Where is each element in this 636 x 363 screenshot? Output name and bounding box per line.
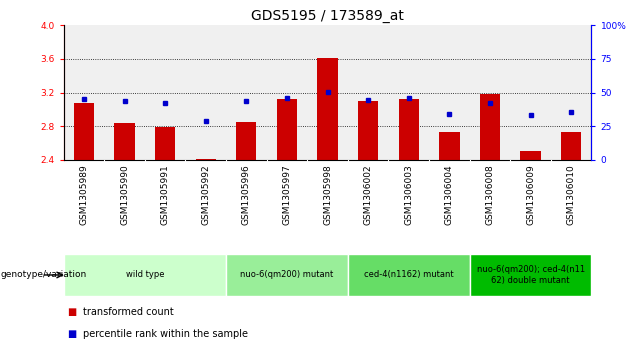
Text: GSM1306003: GSM1306003 [404, 164, 413, 225]
Text: ced-4(n1162) mutant: ced-4(n1162) mutant [364, 270, 453, 280]
Text: GSM1305990: GSM1305990 [120, 164, 129, 225]
Text: ■: ■ [67, 329, 76, 339]
Text: wild type: wild type [125, 270, 164, 280]
Bar [74, 103, 94, 160]
Text: GSM1306008: GSM1306008 [485, 164, 494, 225]
Bar [561, 132, 581, 160]
Bar [358, 101, 378, 160]
Text: GSM1305992: GSM1305992 [201, 164, 211, 225]
Bar [226, 254, 348, 296]
Title: GDS5195 / 173589_at: GDS5195 / 173589_at [251, 9, 404, 23]
Bar [114, 123, 135, 160]
Text: ■: ■ [67, 307, 76, 317]
Text: GSM1305989: GSM1305989 [80, 164, 88, 225]
Text: GSM1305998: GSM1305998 [323, 164, 332, 225]
Text: genotype/variation: genotype/variation [1, 270, 87, 280]
Bar [520, 151, 541, 160]
Bar [277, 99, 297, 160]
Text: percentile rank within the sample: percentile rank within the sample [83, 329, 247, 339]
Bar [439, 132, 459, 160]
Bar [236, 122, 256, 160]
Bar [196, 159, 216, 160]
Text: GSM1306010: GSM1306010 [567, 164, 576, 225]
Text: GSM1306004: GSM1306004 [445, 164, 454, 225]
Text: GSM1305996: GSM1305996 [242, 164, 251, 225]
Bar [399, 99, 419, 160]
Bar [469, 254, 591, 296]
Text: GSM1306009: GSM1306009 [526, 164, 535, 225]
Text: GSM1306002: GSM1306002 [364, 164, 373, 225]
Text: nuo-6(qm200) mutant: nuo-6(qm200) mutant [240, 270, 333, 280]
Text: transformed count: transformed count [83, 307, 174, 317]
Bar [348, 254, 469, 296]
Bar [64, 254, 226, 296]
Bar [155, 127, 176, 160]
Text: GSM1305997: GSM1305997 [282, 164, 291, 225]
Bar [317, 58, 338, 160]
Bar [480, 94, 500, 160]
Text: GSM1305991: GSM1305991 [161, 164, 170, 225]
Text: nuo-6(qm200); ced-4(n11
62) double mutant: nuo-6(qm200); ced-4(n11 62) double mutan… [476, 265, 584, 285]
